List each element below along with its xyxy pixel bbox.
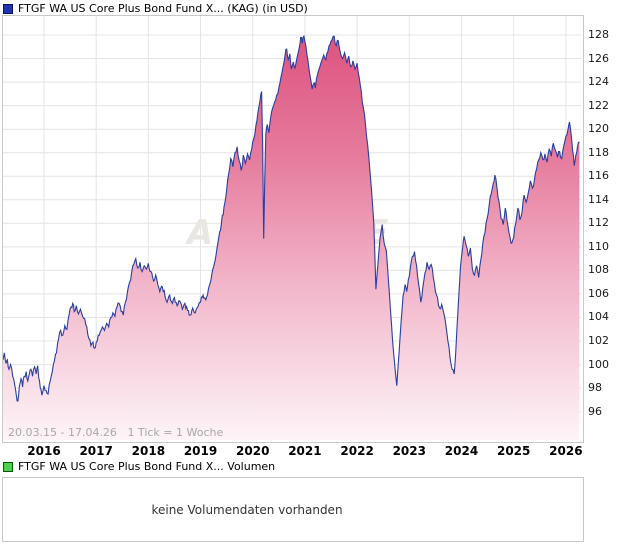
- price-chart-svg: ARIVA.DE: [3, 16, 581, 440]
- y-axis-tick-label: 116: [588, 169, 609, 183]
- price-series-color-icon: [3, 4, 13, 14]
- volume-series-color-icon: [3, 462, 13, 472]
- y-axis-tick-label: 118: [588, 145, 609, 159]
- x-axis-tick-label: 2024: [444, 444, 479, 458]
- price-chart-plot-area: ARIVA.DE: [2, 15, 584, 443]
- price-series-legend: FTGF WA US Core Plus Bond Fund X... (KAG…: [3, 3, 308, 15]
- y-axis-tick-label: 128: [588, 28, 609, 41]
- y-axis-tick-label: 114: [588, 192, 609, 206]
- y-axis-tick-label: 120: [588, 122, 609, 136]
- date-range-text: 20.03.15 - 17.04.26: [8, 426, 117, 439]
- price-area-fill: [3, 36, 580, 440]
- x-axis-tick-label: 2016: [27, 444, 61, 458]
- y-axis-tick-label: 112: [588, 216, 609, 230]
- price-chart-title: FTGF WA US Core Plus Bond Fund X... (KAG…: [18, 2, 308, 15]
- x-axis-tick-label: 2023: [392, 444, 426, 458]
- x-axis-tick-label: 2018: [131, 444, 166, 458]
- y-axis-tick-label: 124: [588, 75, 609, 89]
- volume-panel-title: FTGF WA US Core Plus Bond Fund X... Volu…: [18, 460, 276, 473]
- volume-series-legend: FTGF WA US Core Plus Bond Fund X... Volu…: [3, 461, 275, 473]
- x-axis-tick-label: 2022: [340, 444, 374, 458]
- y-axis-tick-label: 102: [588, 334, 609, 348]
- y-axis-tick-label: 104: [588, 310, 609, 324]
- y-axis-tick-label: 108: [588, 263, 609, 277]
- x-axis-tick-label: 2017: [79, 444, 113, 458]
- y-axis-tick-label: 110: [588, 239, 609, 253]
- volume-panel: keine Volumendaten vorhanden: [2, 477, 584, 542]
- x-axis-tick-label: 2021: [288, 444, 322, 458]
- y-axis-tick-label: 126: [588, 51, 609, 65]
- date-range-note: 20.03.15 - 17.04.26 1 Tick = 1 Woche: [8, 426, 223, 439]
- y-axis-tick-label: 100: [588, 357, 609, 371]
- y-axis-tick-label: 96: [588, 404, 602, 418]
- price-line: [3, 34, 580, 402]
- x-axis-tick-label: 2020: [236, 444, 270, 458]
- x-axis-tick-label: 2019: [183, 444, 218, 458]
- no-volume-data-message: keine Volumendaten vorhanden: [151, 502, 343, 517]
- y-axis-tick-label: 98: [588, 381, 602, 395]
- x-axis-tick-label: 2026: [549, 444, 583, 458]
- tick-note-text: 1 Tick = 1 Woche: [127, 426, 224, 439]
- x-axis-tick-label: 2025: [496, 444, 531, 458]
- y-axis-tick-label: 122: [588, 98, 609, 112]
- tick-note-spacer: [117, 426, 128, 439]
- y-axis-tick-label: 106: [588, 286, 609, 300]
